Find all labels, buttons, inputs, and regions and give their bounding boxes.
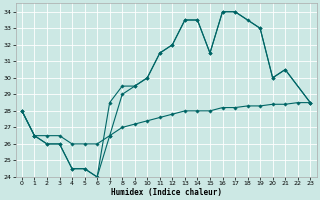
X-axis label: Humidex (Indice chaleur): Humidex (Indice chaleur): [111, 188, 221, 197]
